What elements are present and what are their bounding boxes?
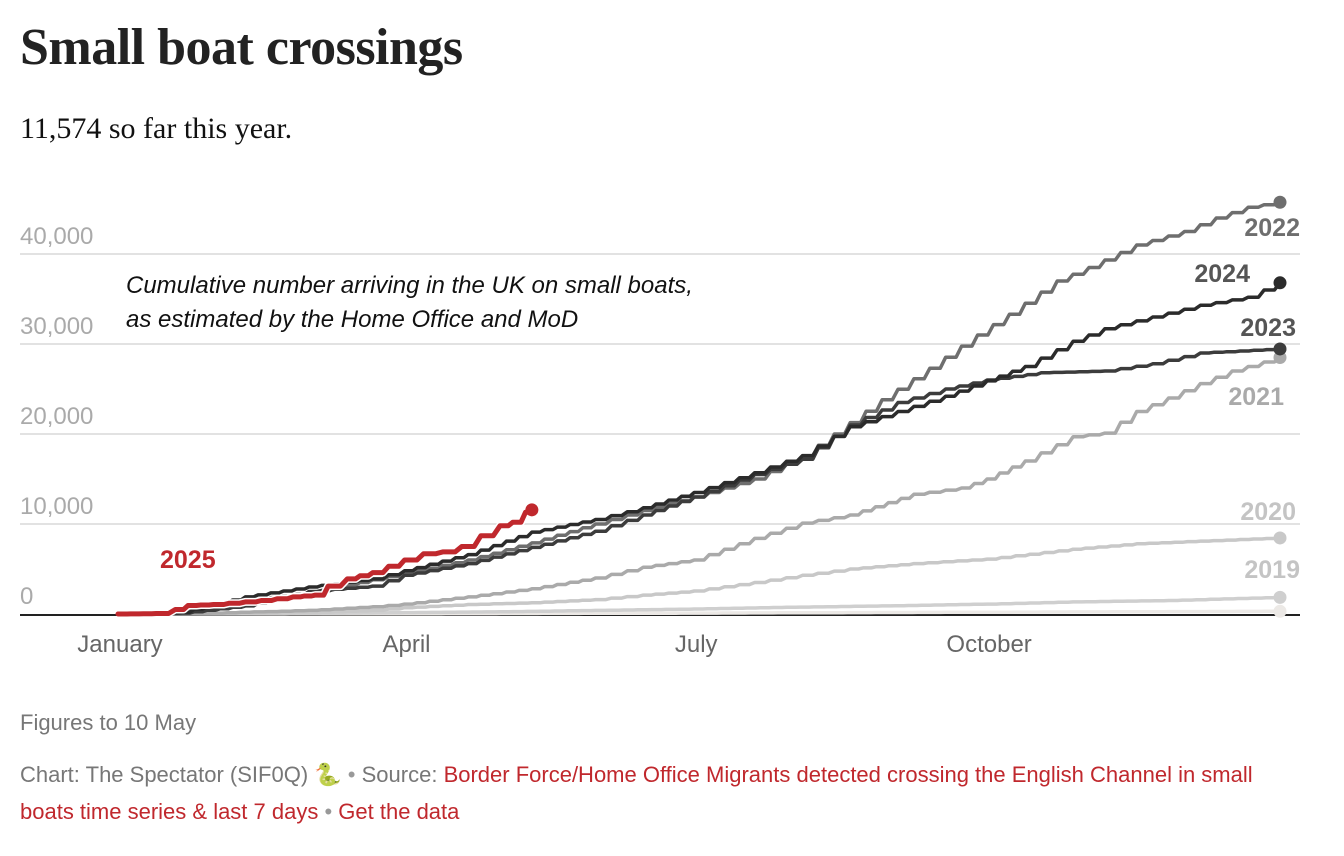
footer-credits: Chart: The Spectator (SIF0Q) 🐍 • Source:…	[20, 756, 1290, 830]
x-tick-label: October	[946, 631, 1031, 658]
source-link[interactable]: Border Force/Home Office Migrants detect…	[20, 762, 1253, 824]
series-endpoint-2020	[1273, 531, 1287, 545]
series-label-2021: 2021	[1228, 383, 1284, 411]
line-chart: 0 10,000 20,000 30,000 40,000 January April Ju…	[20, 195, 1300, 658]
credit-text: Chart: The Spectator (SIF0Q)	[20, 762, 309, 787]
series-line-2021	[116, 355, 1282, 616]
y-tick-label: 40,000	[20, 223, 93, 250]
series-endpoint-2024	[1273, 276, 1287, 290]
get-the-data-link[interactable]: Get the data	[338, 799, 460, 824]
y-tick-label: 20,000	[20, 403, 93, 430]
source-label: Source:	[361, 762, 444, 787]
series-end-labels: 2022 2024 2023 2021 2020 2019 2025	[160, 214, 1300, 584]
x-tick-label: July	[675, 631, 718, 658]
annotation-line-1: Cumulative number arriving in the UK on …	[126, 272, 693, 299]
y-tick-label: 30,000	[20, 313, 93, 340]
series-label-2023: 2023	[1240, 314, 1296, 342]
series-endpoint-2022	[1273, 195, 1287, 209]
series-line-2020	[116, 536, 1282, 616]
series-line-2023	[116, 347, 1282, 616]
series-label-2020: 2020	[1240, 498, 1296, 526]
chart-title: Small boat crossings	[20, 19, 463, 76]
y-axis-ticks: 0 10,000 20,000 30,000 40,000	[20, 223, 93, 610]
chart-subtitle: 11,574 so far this year.	[20, 112, 293, 145]
series-label-2022: 2022	[1244, 214, 1300, 242]
series-lines	[115, 195, 1287, 618]
series-endpoint-2019	[1273, 590, 1287, 604]
series-endpoint-2023	[1273, 342, 1287, 356]
series-endpoint-2025	[525, 503, 539, 517]
figures-note: Figures to 10 May	[20, 710, 197, 735]
annotation-line-2: as estimated by the Home Office and MoD	[126, 306, 578, 333]
series-label-2024: 2024	[1194, 260, 1250, 288]
series-line-2025	[115, 507, 535, 617]
series-label-2025: 2025	[160, 546, 216, 574]
series-label-2019: 2019	[1244, 556, 1300, 584]
series-line-2022	[116, 200, 1282, 616]
snake-icon: 🐍	[314, 762, 342, 787]
x-tick-label: April	[383, 631, 431, 658]
series-line-2024	[116, 281, 1282, 616]
x-tick-label: January	[77, 631, 162, 658]
separator: •	[341, 762, 362, 787]
x-axis-ticks: January April July October	[77, 631, 1031, 658]
y-tick-label: 0	[20, 583, 33, 610]
y-tick-label: 10,000	[20, 493, 93, 520]
series-endpoint-2018	[1273, 604, 1287, 618]
separator: •	[318, 799, 339, 824]
